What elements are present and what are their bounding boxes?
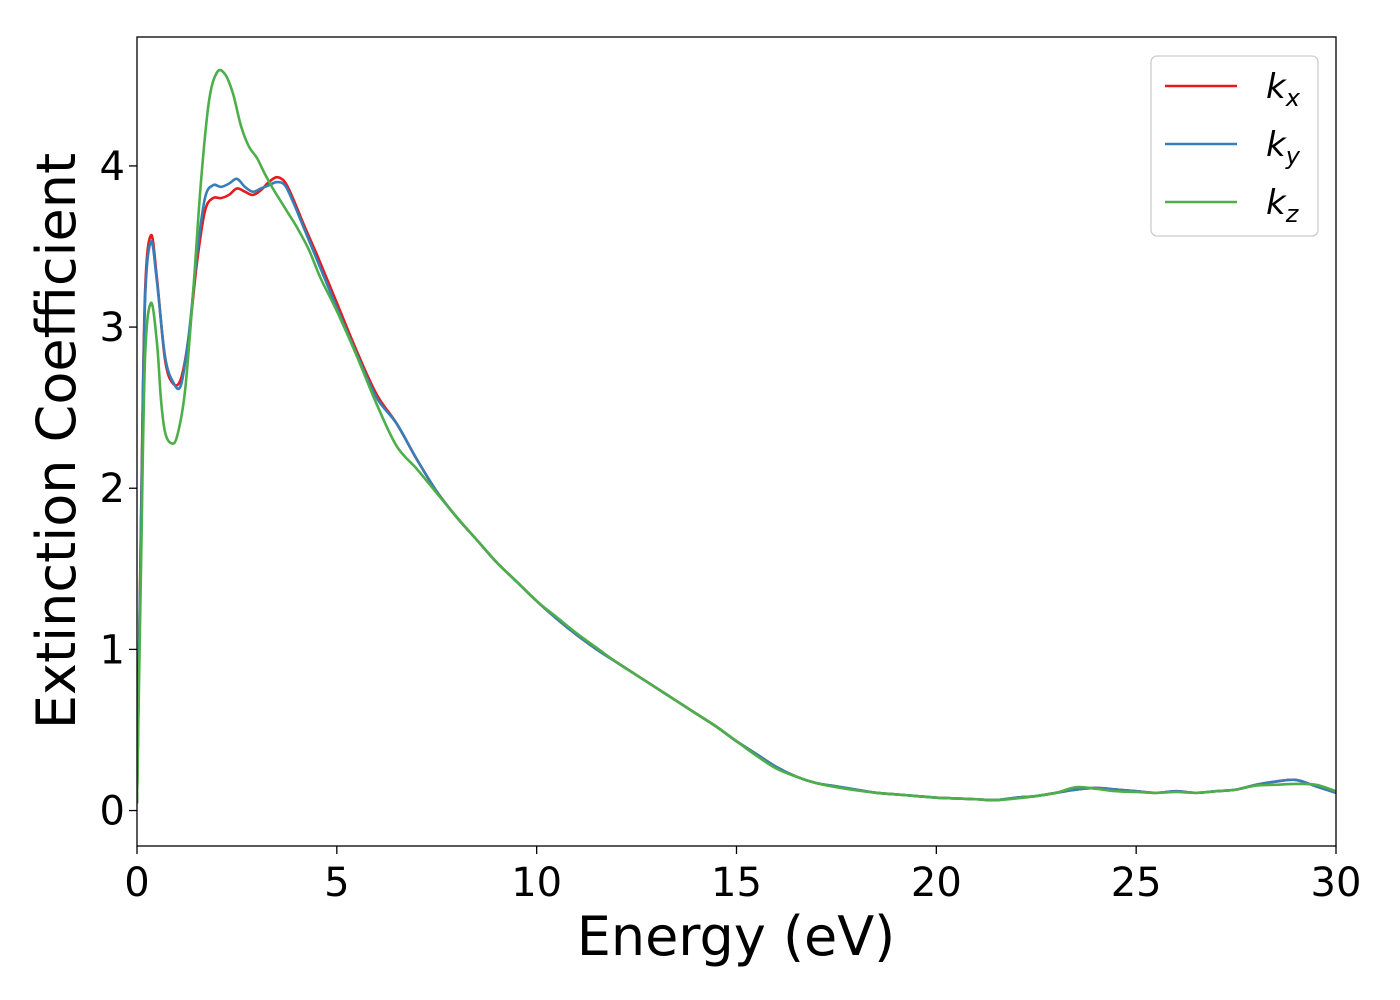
x-axis: 0 5 10 15 20 25 30 bbox=[124, 846, 1361, 906]
legend-label-subscript: z bbox=[1285, 200, 1300, 228]
x-axis-title: Energy (eV) bbox=[577, 905, 896, 968]
legend-label-subscript: y bbox=[1285, 142, 1301, 170]
legend-label-base: k bbox=[1266, 183, 1287, 223]
series-layer bbox=[137, 68, 1336, 804]
legend-label-base: k bbox=[1266, 67, 1287, 107]
y-tick-label: 4 bbox=[100, 144, 125, 190]
legend-box bbox=[1150, 55, 1319, 237]
x-tick-label: 25 bbox=[1111, 860, 1162, 906]
y-tick-label: 2 bbox=[100, 466, 125, 512]
y-tick-label: 3 bbox=[100, 305, 125, 351]
legend-label-base: k bbox=[1266, 125, 1287, 165]
x-tick-label: 10 bbox=[511, 860, 562, 906]
y-axis-title: Extinction Coefficient bbox=[25, 153, 88, 729]
legend-label-ky: ky bbox=[1266, 125, 1301, 170]
y-tick-label: 1 bbox=[100, 627, 125, 673]
legend-label-kz: kz bbox=[1266, 183, 1300, 228]
x-tick-label: 20 bbox=[911, 860, 962, 906]
x-tick-label: 30 bbox=[1311, 860, 1362, 906]
x-tick-label: 5 bbox=[324, 860, 349, 906]
x-tick-label: 0 bbox=[124, 860, 149, 906]
x-tick-label: 15 bbox=[711, 860, 762, 906]
legend-label-subscript: x bbox=[1285, 84, 1301, 112]
series-line-kz bbox=[137, 68, 1336, 804]
y-tick-label: 0 bbox=[100, 789, 125, 835]
plot-area: 0 5 10 15 20 25 30 0 1 2 3 4 bbox=[100, 36, 1361, 906]
legend-label-kx: kx bbox=[1266, 67, 1301, 112]
y-axis: 0 1 2 3 4 bbox=[100, 144, 137, 835]
